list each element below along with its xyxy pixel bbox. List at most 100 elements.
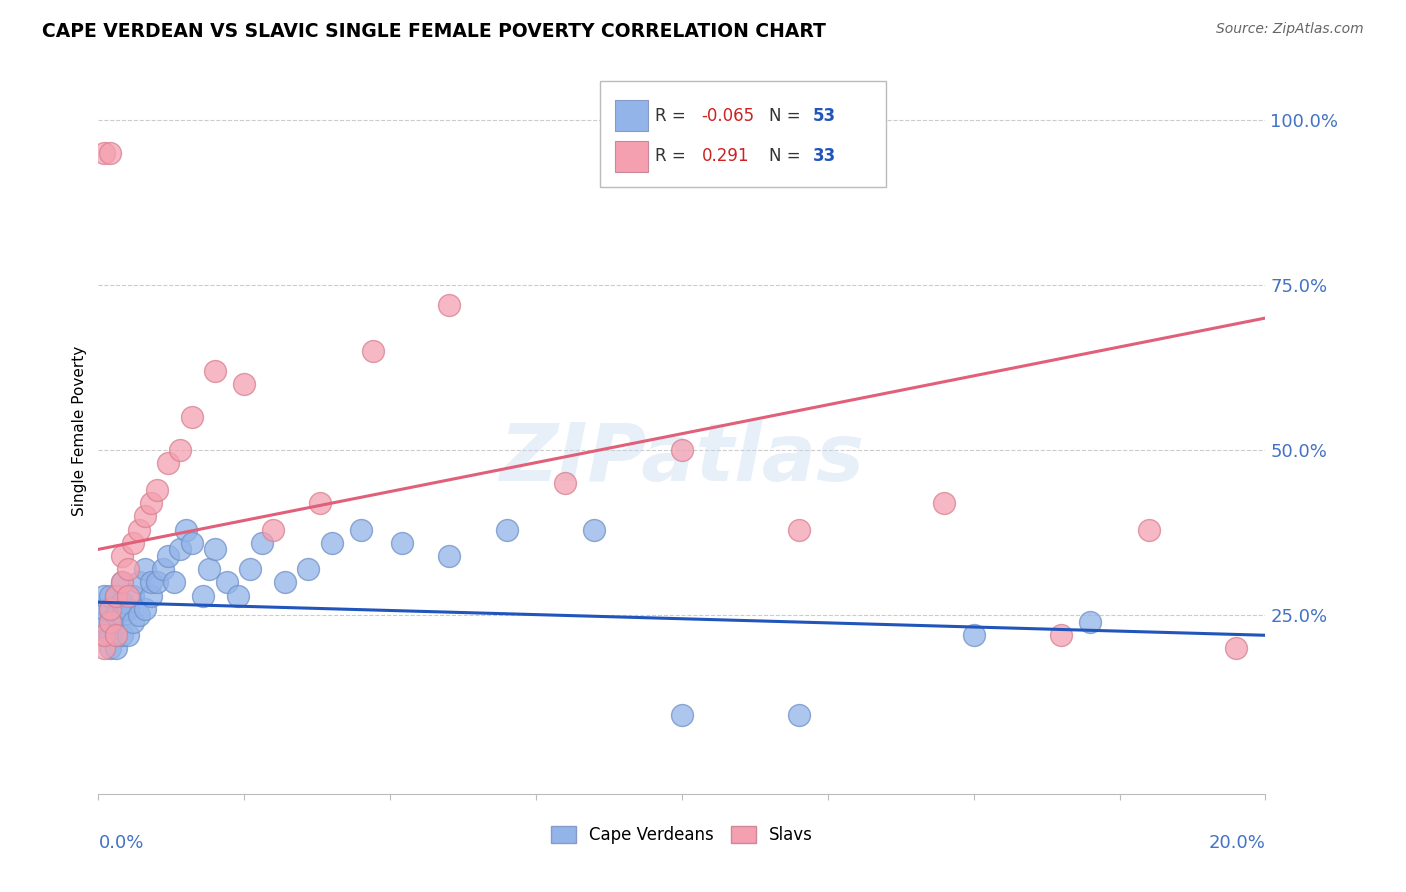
Point bbox=[163, 575, 186, 590]
Point bbox=[139, 496, 162, 510]
Text: N =: N = bbox=[769, 107, 806, 125]
Point bbox=[104, 608, 127, 623]
Point bbox=[152, 562, 174, 576]
Text: 53: 53 bbox=[813, 107, 835, 125]
Point bbox=[98, 145, 121, 160]
Point bbox=[93, 602, 115, 616]
Point bbox=[111, 628, 134, 642]
Point bbox=[134, 509, 156, 524]
Point bbox=[111, 575, 134, 590]
Point bbox=[361, 344, 384, 359]
Point bbox=[128, 608, 150, 623]
Point bbox=[117, 589, 139, 603]
Point bbox=[98, 615, 121, 629]
Point bbox=[122, 615, 145, 629]
Point bbox=[671, 707, 693, 722]
Point bbox=[350, 523, 373, 537]
Text: Source: ZipAtlas.com: Source: ZipAtlas.com bbox=[1216, 22, 1364, 37]
FancyBboxPatch shape bbox=[616, 100, 648, 131]
Point bbox=[180, 535, 202, 549]
Point bbox=[128, 575, 150, 590]
Text: -0.065: -0.065 bbox=[702, 107, 755, 125]
Point bbox=[111, 608, 134, 623]
Point bbox=[93, 628, 115, 642]
Point bbox=[215, 575, 238, 590]
Point bbox=[962, 628, 984, 642]
Point bbox=[98, 602, 121, 616]
Point bbox=[193, 589, 215, 603]
Point bbox=[117, 628, 139, 642]
Point bbox=[146, 483, 169, 497]
Point bbox=[1050, 628, 1073, 642]
Point bbox=[93, 641, 115, 656]
Point bbox=[297, 562, 319, 576]
Point bbox=[98, 615, 121, 629]
Point bbox=[321, 535, 343, 549]
Point bbox=[104, 589, 127, 603]
Point bbox=[198, 562, 221, 576]
Point bbox=[309, 496, 332, 510]
Point bbox=[554, 476, 576, 491]
Point bbox=[934, 496, 956, 510]
Point bbox=[250, 535, 273, 549]
Point bbox=[157, 549, 180, 563]
Point bbox=[787, 707, 810, 722]
Text: 33: 33 bbox=[813, 147, 835, 165]
Point bbox=[233, 377, 256, 392]
Point bbox=[228, 589, 250, 603]
Point bbox=[169, 542, 191, 557]
Point bbox=[111, 575, 134, 590]
Point bbox=[104, 628, 127, 642]
Point bbox=[117, 602, 139, 616]
Point bbox=[104, 641, 127, 656]
Point bbox=[104, 628, 127, 642]
Point bbox=[134, 562, 156, 576]
Text: 0.291: 0.291 bbox=[702, 147, 749, 165]
Point bbox=[583, 523, 606, 537]
Point bbox=[1225, 641, 1247, 656]
FancyBboxPatch shape bbox=[616, 141, 648, 171]
Point bbox=[671, 443, 693, 458]
Point bbox=[122, 535, 145, 549]
Point bbox=[139, 575, 162, 590]
Point bbox=[204, 542, 226, 557]
Point bbox=[98, 628, 121, 642]
Point bbox=[274, 575, 297, 590]
Point bbox=[1137, 523, 1160, 537]
Point bbox=[98, 589, 121, 603]
Legend: Cape Verdeans, Slavs: Cape Verdeans, Slavs bbox=[544, 820, 820, 851]
Point bbox=[157, 457, 180, 471]
Point bbox=[93, 145, 115, 160]
Point bbox=[98, 641, 121, 656]
Text: ZIPatlas: ZIPatlas bbox=[499, 420, 865, 499]
Text: 0.0%: 0.0% bbox=[98, 834, 143, 852]
Point bbox=[204, 364, 226, 378]
Point bbox=[437, 549, 460, 563]
Text: R =: R = bbox=[655, 147, 692, 165]
Point bbox=[98, 602, 121, 616]
Point bbox=[134, 602, 156, 616]
Text: CAPE VERDEAN VS SLAVIC SINGLE FEMALE POVERTY CORRELATION CHART: CAPE VERDEAN VS SLAVIC SINGLE FEMALE POV… bbox=[42, 22, 827, 41]
FancyBboxPatch shape bbox=[600, 81, 886, 186]
Point bbox=[122, 589, 145, 603]
Point bbox=[128, 523, 150, 537]
Point bbox=[262, 523, 284, 537]
Point bbox=[391, 535, 413, 549]
Point bbox=[139, 589, 162, 603]
Point bbox=[787, 523, 810, 537]
Point bbox=[1080, 615, 1102, 629]
Point bbox=[146, 575, 169, 590]
Point bbox=[93, 615, 115, 629]
Point bbox=[93, 628, 115, 642]
Point bbox=[239, 562, 262, 576]
Point bbox=[496, 523, 519, 537]
Point bbox=[104, 589, 127, 603]
Point bbox=[111, 549, 134, 563]
Point bbox=[169, 443, 191, 458]
Point bbox=[437, 298, 460, 312]
Text: N =: N = bbox=[769, 147, 806, 165]
Point bbox=[117, 562, 139, 576]
Y-axis label: Single Female Poverty: Single Female Poverty bbox=[72, 345, 87, 516]
Point bbox=[93, 589, 115, 603]
Point bbox=[174, 523, 197, 537]
